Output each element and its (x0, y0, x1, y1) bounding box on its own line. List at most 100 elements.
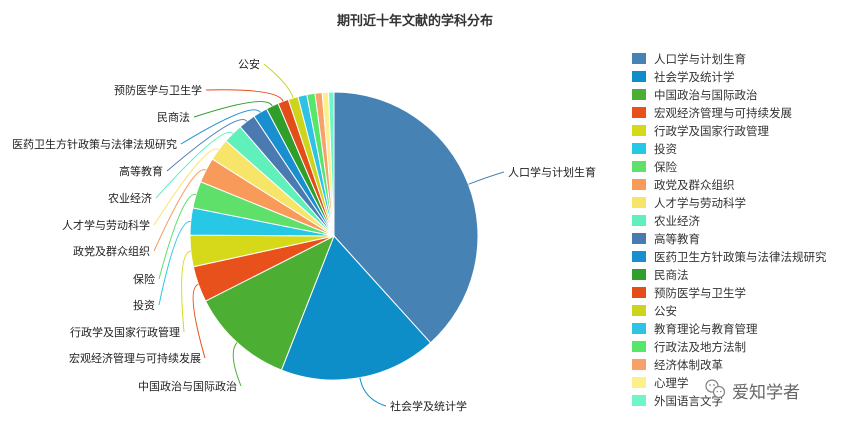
legend-item[interactable]: 高等教育 (632, 232, 700, 246)
legend-swatch (632, 395, 646, 406)
callout-line (166, 119, 248, 172)
legend-label: 公安 (654, 304, 677, 318)
legend-label: 民商法 (654, 268, 689, 282)
legend-label: 教育理论与教育管理 (654, 322, 758, 336)
slice-label: 保险 (133, 272, 155, 286)
legend-item[interactable]: 人口学与计划生育 (632, 52, 746, 66)
pie-slice[interactable] (333, 91, 479, 344)
legend-swatch (632, 179, 646, 190)
slice-label: 医药卫生方针政策与法律法规研究 (12, 137, 177, 151)
slice-label: 人才学与劳动科学 (62, 218, 150, 232)
callout-line (158, 194, 197, 280)
slice-label: 中国政治与国际政治 (138, 379, 237, 393)
callout-line (468, 171, 505, 185)
legend-swatch (632, 305, 646, 316)
legend-swatch (632, 161, 646, 172)
legend-swatch (632, 89, 646, 100)
slice-label: 高等教育 (119, 164, 163, 178)
legend-label: 人口学与计划生育 (654, 52, 746, 66)
legend-swatch (632, 269, 646, 280)
legend-label: 社会学及统计学 (654, 70, 735, 84)
pie-slices (189, 91, 479, 381)
legend: 人口学与计划生育社会学及统计学中国政治与国际政治宏观经济管理与可持续发展行政学及… (632, 52, 827, 408)
callout-line (192, 283, 206, 359)
legend-label: 政党及群众组织 (654, 178, 735, 192)
pie-slice[interactable] (204, 234, 335, 371)
legend-item[interactable]: 预防医学与卫生学 (632, 286, 746, 300)
legend-item[interactable]: 外国语言文字 (632, 394, 723, 408)
legend-swatch (632, 359, 646, 370)
legend-swatch (632, 323, 646, 334)
slice-label: 民商法 (157, 110, 190, 124)
legend-item[interactable]: 经济体制改革 (632, 358, 723, 372)
legend-label: 心理学 (654, 376, 689, 390)
callout-line (193, 101, 273, 118)
slice-label: 政党及群众组织 (73, 244, 150, 258)
watermark-text: 爱知学者 (732, 383, 800, 403)
legend-label: 经济体制改革 (654, 358, 723, 372)
legend-item[interactable]: 医药卫生方针政策与法律法规研究 (632, 250, 827, 264)
wechat-icon (705, 379, 726, 399)
slice-label: 农业经济 (108, 191, 152, 205)
legend-swatch (632, 377, 646, 388)
slice-label: 宏观经济管理与可持续发展 (69, 351, 201, 365)
legend-item[interactable]: 中国政治与国际政治 (632, 88, 758, 102)
legend-swatch (632, 53, 646, 64)
callout-line (158, 220, 191, 306)
watermark: 爱知学者 (705, 379, 800, 403)
legend-swatch (632, 233, 646, 244)
chart-title: 期刊近十年文献的学科分布 (337, 13, 493, 29)
legend-swatch (632, 143, 646, 154)
legend-label: 宏观经济管理与可持续发展 (654, 106, 792, 120)
legend-swatch (632, 215, 646, 226)
slice-label: 行政学及国家行政管理 (70, 325, 180, 339)
slice-label: 投资 (133, 298, 155, 312)
legend-item[interactable]: 行政学及国家行政管理 (632, 124, 769, 138)
legend-item[interactable]: 民商法 (632, 268, 689, 282)
legend-label: 保险 (654, 160, 677, 174)
legend-item[interactable]: 心理学 (632, 376, 689, 390)
callout-line (232, 342, 242, 387)
legend-item[interactable]: 政党及群众组织 (632, 178, 735, 192)
callout-line (263, 63, 294, 99)
legend-swatch (632, 251, 646, 262)
legend-swatch (632, 341, 646, 352)
callout-line (181, 250, 191, 333)
callout-line (153, 169, 207, 252)
slice-label: 人口学与计划生育 (508, 165, 596, 179)
legend-item[interactable]: 宏观经济管理与可持续发展 (632, 106, 792, 120)
slice-label: 公安 (238, 57, 260, 71)
legend-swatch (632, 197, 646, 208)
legend-label: 中国政治与国际政治 (654, 88, 758, 102)
legend-swatch (632, 125, 646, 136)
legend-swatch (632, 107, 646, 118)
legend-swatch (632, 71, 646, 82)
legend-label: 预防医学与卫生学 (654, 286, 746, 300)
legend-item[interactable]: 农业经济 (632, 214, 700, 228)
pie-slice[interactable] (280, 235, 432, 381)
legend-label: 投资 (654, 142, 677, 156)
slice-label: 预防医学与卫生学 (114, 83, 202, 97)
callout-line (180, 109, 261, 145)
legend-item[interactable]: 人才学与劳动科学 (632, 196, 746, 210)
legend-label: 高等教育 (654, 232, 700, 246)
legend-swatch (632, 287, 646, 298)
legend-label: 医药卫生方针政策与法律法规研究 (654, 250, 827, 264)
callout-line (359, 377, 387, 407)
legend-item[interactable]: 公安 (632, 304, 677, 318)
legend-item[interactable]: 投资 (632, 142, 677, 156)
legend-item[interactable]: 行政法及地方法制 (632, 340, 746, 354)
legend-item[interactable]: 保险 (632, 160, 677, 174)
callout-line (205, 89, 284, 102)
callout-line (153, 148, 219, 226)
slice-label: 社会学及统计学 (390, 399, 467, 413)
pie-slice[interactable] (328, 91, 335, 237)
legend-label: 农业经济 (654, 214, 700, 228)
legend-item[interactable]: 教育理论与教育管理 (632, 322, 758, 336)
legend-label: 行政学及国家行政管理 (654, 124, 769, 138)
legend-item[interactable]: 社会学及统计学 (632, 70, 735, 84)
legend-label: 行政法及地方法制 (654, 340, 746, 354)
